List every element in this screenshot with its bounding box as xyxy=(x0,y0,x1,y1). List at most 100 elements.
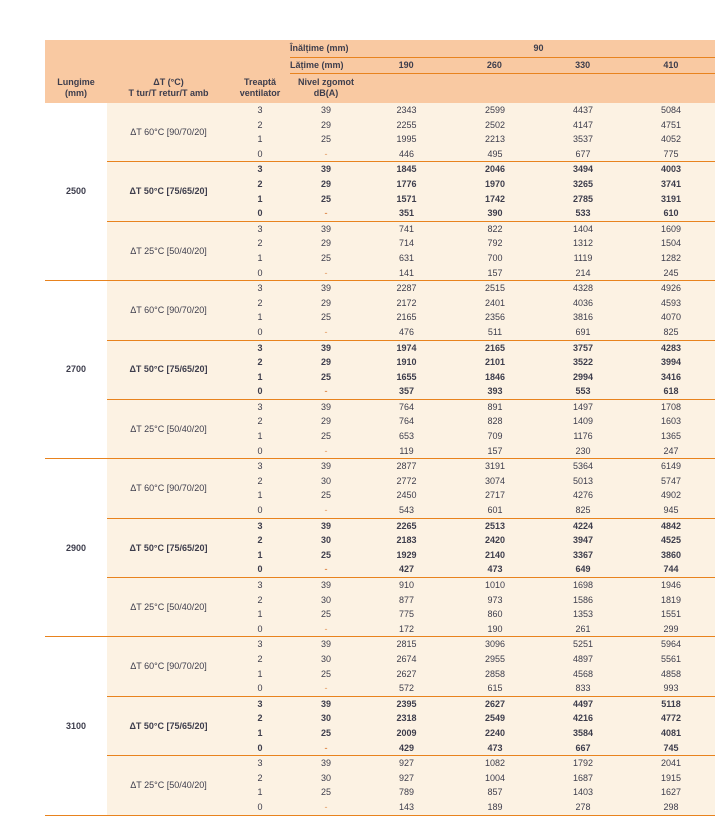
table-row: 1 25 775 860 1353 1551 xyxy=(45,607,716,622)
delta-t-label-cell: ΔT 50°C [75/65/20] xyxy=(107,517,230,578)
value-cell: 1004 xyxy=(451,770,539,786)
table-row: 0-543 601 825 945 xyxy=(45,503,716,519)
value-cell: 1970 xyxy=(451,176,539,192)
fan-step-cell: 2 xyxy=(230,117,290,133)
value-cell: 2213 xyxy=(451,132,539,147)
value-cell: 677 xyxy=(539,146,627,162)
value-cell: 1845 xyxy=(362,161,451,177)
value-cell: 1404 xyxy=(539,220,627,237)
value-cell: 927 xyxy=(362,770,451,786)
value-cell: 446 xyxy=(362,146,451,162)
value-cell: 3191 xyxy=(627,191,716,207)
width-col-260: 260 xyxy=(486,59,502,70)
value-cell: 247 xyxy=(627,443,716,459)
value-cell: 1282 xyxy=(627,250,716,266)
noise-cell: 25 xyxy=(290,666,362,682)
value-cell: 2717 xyxy=(451,488,539,504)
fan-step-cell: 2 xyxy=(230,295,290,311)
value-cell: 775 xyxy=(362,607,451,622)
noise-cell: 25 xyxy=(290,607,362,622)
value-cell: 2401 xyxy=(451,295,539,311)
value-cell: 1082 xyxy=(451,755,539,771)
noise-cell: 25 xyxy=(290,725,362,741)
value-cell: 667 xyxy=(539,740,627,756)
value-cell: 5084 xyxy=(627,103,716,118)
value-cell: 4070 xyxy=(627,310,716,325)
col-header-noise: Nivel zgomot dB(A) xyxy=(290,73,362,103)
fan-step-cell: 1 xyxy=(230,429,290,444)
fan-step-cell: 0 xyxy=(230,443,290,459)
table-row: 1 25 1571 1742 2785 3191 xyxy=(45,191,716,207)
value-cell: 4036 xyxy=(539,295,627,311)
fan-step-cell: 3 xyxy=(230,695,290,712)
value-cell: 618 xyxy=(627,384,716,400)
table-row: 0-141 157 214 245 xyxy=(45,265,716,281)
width-col-410: 410 xyxy=(663,59,679,70)
value-cell: 4216 xyxy=(539,711,627,726)
value-cell: 653 xyxy=(362,429,451,444)
fan-step-cell: 2 xyxy=(230,236,290,251)
value-cell: 4568 xyxy=(539,666,627,682)
fan-step-cell: 0 xyxy=(230,740,290,756)
value-cell: 4772 xyxy=(627,711,716,726)
value-cell: 3191 xyxy=(451,458,539,474)
value-cell: 1819 xyxy=(627,592,716,608)
fan-step-cell: 0 xyxy=(230,621,290,637)
value-cell: 4902 xyxy=(627,488,716,504)
noise-cell: 39 xyxy=(290,695,362,712)
table-row: 2 29 764 828 1409 1603 xyxy=(45,414,716,430)
noise-cell: 39 xyxy=(290,103,362,118)
fan-step-cell: 2 xyxy=(230,770,290,786)
value-cell: 5251 xyxy=(539,636,627,652)
value-cell: 572 xyxy=(362,681,451,697)
value-cell: 2955 xyxy=(451,651,539,667)
value-cell: 764 xyxy=(362,398,451,415)
value-cell: 2240 xyxy=(451,725,539,741)
value-cell: 4842 xyxy=(627,517,716,534)
value-cell: 4593 xyxy=(627,295,716,311)
value-cell: 1403 xyxy=(539,785,627,800)
lungime-cell: 2500 xyxy=(45,103,107,281)
value-cell: 891 xyxy=(451,398,539,415)
value-cell: 615 xyxy=(451,681,539,697)
value-cell: 714 xyxy=(362,236,451,251)
width-col-330: 330 xyxy=(575,59,591,70)
value-cell: 2674 xyxy=(362,651,451,667)
table-row: 1 25 789 857 1403 1627 xyxy=(45,785,716,800)
noise-cell: 29 xyxy=(290,355,362,370)
fan-step-cell: 1 xyxy=(230,666,290,682)
value-cell: 2343 xyxy=(362,103,451,118)
noise-cell: 29 xyxy=(290,295,362,311)
value-cell: 2502 xyxy=(451,117,539,133)
noise-cell: 29 xyxy=(290,176,362,192)
noise-cell: - xyxy=(290,740,362,756)
fan-step-cell: 2 xyxy=(230,355,290,370)
value-cell: 476 xyxy=(362,324,451,340)
value-cell: 3741 xyxy=(627,176,716,192)
height-label: Înălțime (mm) xyxy=(290,42,349,53)
delta-t-label-cell: ΔT 25°C [50/40/20] xyxy=(107,755,230,815)
fan-step-cell: 3 xyxy=(230,755,290,771)
noise-cell: 29 xyxy=(290,236,362,251)
delta-t-label-cell: ΔT 60°C [90/70/20] xyxy=(107,458,230,519)
value-cell: 473 xyxy=(451,740,539,756)
value-cell: 5013 xyxy=(539,473,627,489)
noise-cell: 30 xyxy=(290,711,362,726)
value-cell: 3416 xyxy=(627,369,716,385)
value-cell: 2318 xyxy=(362,711,451,726)
noise-cell: - xyxy=(290,621,362,637)
value-cell: 2046 xyxy=(451,161,539,177)
noise-cell: 30 xyxy=(290,473,362,489)
value-cell: 1742 xyxy=(451,191,539,207)
table-row: 0-119 157 230 247 xyxy=(45,443,716,459)
fan-step-cell: 3 xyxy=(230,103,290,118)
table-row: 0-143 189 278 298 xyxy=(45,799,716,815)
table-row: 0-427 473 649 744 xyxy=(45,562,716,578)
delta-t-label-cell: ΔT 25°C [50/40/20] xyxy=(107,220,230,281)
table-row: 1 25 2450 2717 4276 4902 xyxy=(45,488,716,504)
fan-step-cell: 3 xyxy=(230,280,290,296)
value-cell: 214 xyxy=(539,265,627,281)
value-cell: 3947 xyxy=(539,533,627,548)
value-cell: 278 xyxy=(539,799,627,815)
